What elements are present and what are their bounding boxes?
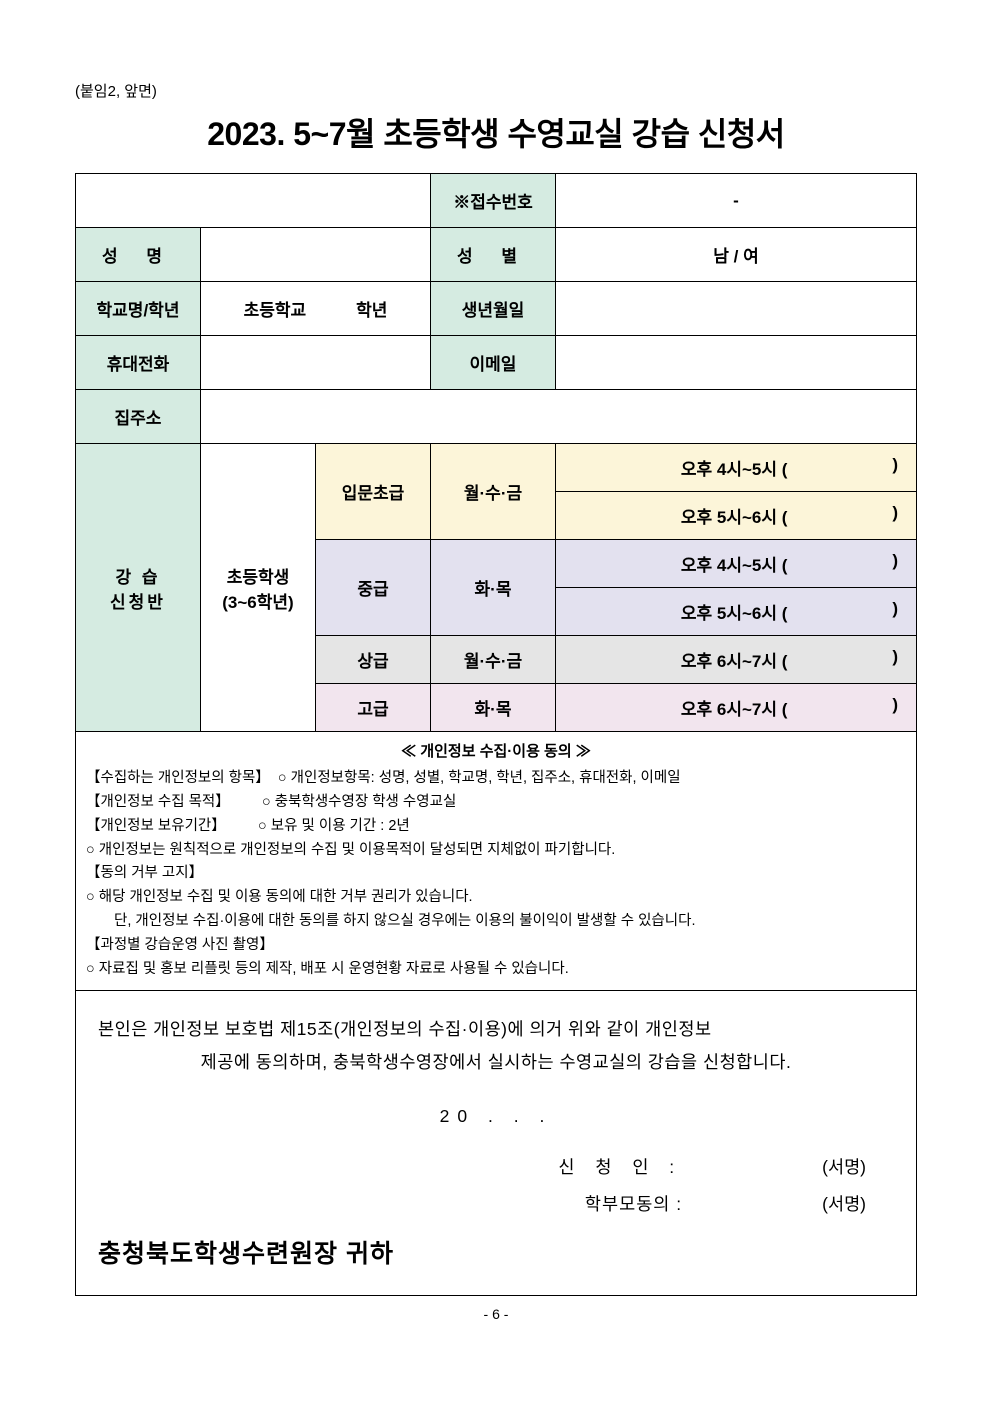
- school-suffix: 초등학교: [244, 296, 307, 321]
- gender-label: 성 별: [431, 228, 556, 282]
- page-number: - 6 -: [75, 1306, 917, 1322]
- application-form-table: ※접수번호 - 성 명 성 별 남 / 여 학교명/학년 초등학교 학년 생년월…: [75, 173, 917, 732]
- blank-cell: [76, 174, 431, 228]
- slot-intermediate-2[interactable]: 오후 5시~6시 (): [556, 588, 917, 636]
- slot-intermediate-1[interactable]: 오후 4시~5시 (): [556, 540, 917, 588]
- address-input-cell[interactable]: [201, 390, 917, 444]
- days-advanced: 월·수·금: [431, 636, 556, 684]
- phone-input-cell[interactable]: [201, 336, 431, 390]
- days-beginner: 월·수·금: [431, 444, 556, 540]
- address-label: 집주소: [76, 390, 201, 444]
- applicant-label: 신 청 인 :: [558, 1151, 682, 1184]
- gender-value[interactable]: 남 / 여: [556, 228, 917, 282]
- applicant-sign[interactable]: (서명): [822, 1151, 866, 1184]
- grade-suffix: 학년: [356, 296, 387, 321]
- class-section-label: 강 습 신청반: [76, 444, 201, 732]
- date-field[interactable]: 20 . . .: [98, 1100, 894, 1133]
- slot-expert-1[interactable]: 오후 6시~7시 (): [556, 684, 917, 732]
- email-label: 이메일: [431, 336, 556, 390]
- receipt-label: ※접수번호: [431, 174, 556, 228]
- school-input-cell[interactable]: 초등학교 학년: [201, 282, 431, 336]
- level-beginner: 입문초급: [316, 444, 431, 540]
- days-expert: 화·목: [431, 684, 556, 732]
- slot-advanced-1[interactable]: 오후 6시~7시 (): [556, 636, 917, 684]
- parent-sign[interactable]: (서명): [822, 1188, 866, 1221]
- receipt-value: -: [556, 174, 917, 228]
- slot-beginner-1[interactable]: 오후 4시~5시 (): [556, 444, 917, 492]
- level-intermediate: 중급: [316, 540, 431, 636]
- attachment-label: (붙임2, 앞면): [75, 80, 917, 101]
- days-intermediate: 화·목: [431, 540, 556, 636]
- name-input-cell[interactable]: [201, 228, 431, 282]
- class-target: 초등학생 (3~6학년): [201, 444, 316, 732]
- phone-label: 휴대전화: [76, 336, 201, 390]
- name-label: 성 명: [76, 228, 201, 282]
- birth-label: 생년월일: [431, 282, 556, 336]
- addressee: 충청북도학생수련원장 귀하: [98, 1231, 894, 1279]
- privacy-consent-box: ≪ 개인정보 수집·이용 동의 ≫ 【수집하는 개인정보의 항목】 ○ 개인정보…: [75, 732, 917, 991]
- page-title: 2023. 5~7월 초등학생 수영교실 강습 신청서: [75, 109, 917, 155]
- slot-beginner-2[interactable]: 오후 5시~6시 (): [556, 492, 917, 540]
- birth-input-cell[interactable]: [556, 282, 917, 336]
- level-expert: 고급: [316, 684, 431, 732]
- parent-label: 학부모동의 :: [585, 1188, 682, 1221]
- privacy-title: ≪ 개인정보 수집·이용 동의 ≫: [86, 740, 906, 765]
- school-label: 학교명/학년: [76, 282, 201, 336]
- declaration-line-1: 본인은 개인정보 보호법 제15조(개인정보의 수집·이용)에 의거 위와 같이…: [98, 1013, 894, 1046]
- level-advanced: 상급: [316, 636, 431, 684]
- declaration-box: 본인은 개인정보 보호법 제15조(개인정보의 수집·이용)에 의거 위와 같이…: [75, 991, 917, 1296]
- declaration-line-2: 제공에 동의하며, 충북학생수영장에서 실시하는 수영교실의 강습을 신청합니다…: [98, 1046, 894, 1079]
- email-input-cell[interactable]: [556, 336, 917, 390]
